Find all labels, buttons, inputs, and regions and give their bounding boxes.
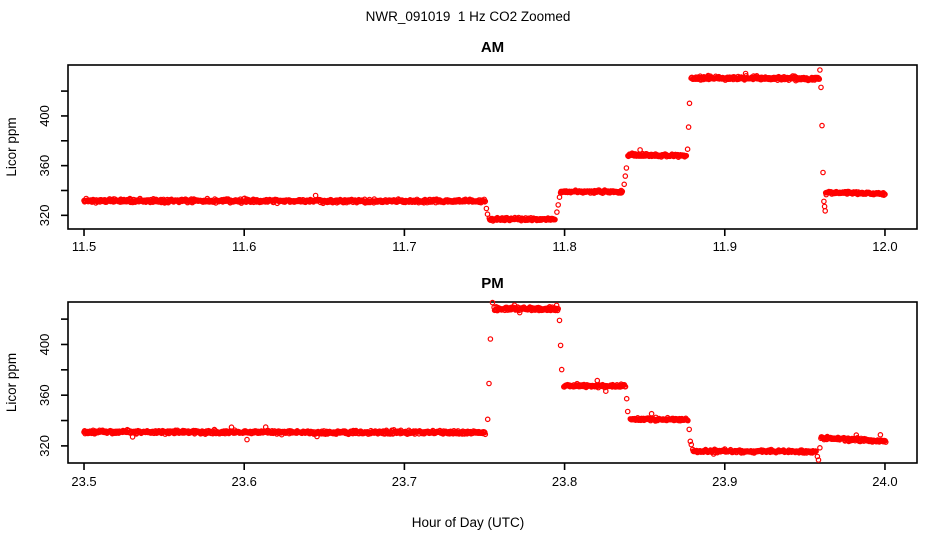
data-point (622, 173, 629, 179)
x-tick-label-am: 11.5 (72, 239, 96, 254)
data-point (312, 192, 319, 199)
data-point (602, 388, 609, 395)
x-tick-label-am: 11.8 (552, 239, 576, 254)
y-axis-title-pm: Licor ppm (4, 353, 19, 412)
data-point (623, 165, 630, 171)
x-tick-label-pm: 23.6 (232, 474, 257, 489)
data-point (684, 146, 691, 153)
x-tick-label-am: 11.9 (713, 239, 737, 254)
data-point (486, 380, 492, 387)
data-point (556, 194, 563, 201)
panel-pm: PM Licor ppm 23.5 23.6 23.7 23.8 23.9 24.0 320 36… (4, 275, 918, 489)
data-point (482, 431, 489, 438)
y-tick-label-am: 320 (37, 204, 52, 226)
data-point (637, 147, 643, 153)
x-tick-label-pm: 23.8 (552, 474, 577, 489)
data-point (816, 76, 823, 82)
y-axis-title-am: Licor ppm (4, 117, 19, 176)
data-point (619, 188, 626, 195)
data-point (244, 436, 250, 443)
data-point (683, 152, 690, 159)
data-point (686, 426, 693, 433)
x-tick-label-am: 11.7 (392, 239, 416, 254)
data-point (648, 410, 655, 417)
data-point (815, 457, 822, 463)
data-point (484, 211, 491, 218)
panels-group: AM Licor ppm 11.5 11.6 11.7 11.8 11.9 12.0 320 36… (4, 39, 918, 489)
data-point (489, 299, 496, 306)
panel-title-pm: PM (481, 275, 504, 292)
plot-border-pm (67, 301, 918, 464)
data-point (482, 198, 489, 205)
y-tick-label-am: 400 (37, 105, 52, 127)
data-point (622, 383, 629, 390)
main-title: NWR_091019 1 Hz CO2 Zoomed (366, 9, 571, 24)
data-point (621, 181, 628, 188)
panel-am: AM Licor ppm 11.5 11.6 11.7 11.8 11.9 12.0 320 36… (4, 39, 918, 254)
data-point (557, 342, 564, 349)
data-point (686, 100, 693, 107)
data-point (822, 208, 829, 214)
x-tick-label-am: 11.6 (232, 239, 256, 254)
data-point (555, 202, 562, 208)
x-tick-label-am: 12.0 (872, 239, 897, 254)
data-point (624, 408, 631, 415)
data-point (820, 169, 826, 176)
y-tick-label-am: 360 (37, 155, 52, 177)
data-point (821, 198, 827, 205)
data-point (882, 191, 888, 198)
data-point (818, 84, 824, 91)
x-tick-label-pm: 23.5 (71, 474, 96, 489)
data-point (877, 431, 884, 438)
data-point (554, 209, 560, 215)
data-point (688, 441, 695, 448)
x-tick-label-pm: 23.9 (712, 474, 737, 489)
data-point (558, 366, 565, 373)
data-point (817, 444, 823, 451)
data-point (623, 395, 630, 402)
x-tick-label-pm: 23.7 (392, 474, 417, 489)
data-point (687, 438, 694, 445)
data-point (555, 305, 562, 312)
y-tick-label-pm: 400 (37, 334, 52, 356)
data-point (819, 122, 825, 129)
data-point (821, 203, 828, 210)
data-point (813, 448, 819, 455)
x-axis-title: Hour of Day (UTC) (412, 515, 525, 530)
data-points-am (81, 67, 888, 224)
data-point (685, 124, 692, 130)
x-tick-label-pm: 24.0 (872, 474, 897, 489)
data-point (556, 317, 563, 324)
data-point (552, 216, 558, 223)
y-tick-label-pm: 320 (37, 435, 52, 457)
data-point (685, 417, 691, 424)
data-point (487, 336, 494, 342)
panel-title-am: AM (481, 39, 504, 56)
data-points-pm (81, 299, 889, 463)
data-point (882, 439, 889, 445)
y-tick-label-pm: 360 (37, 384, 52, 406)
plot-border-am (67, 64, 918, 230)
data-point (484, 416, 491, 423)
data-point (483, 205, 490, 212)
data-point (817, 67, 823, 73)
